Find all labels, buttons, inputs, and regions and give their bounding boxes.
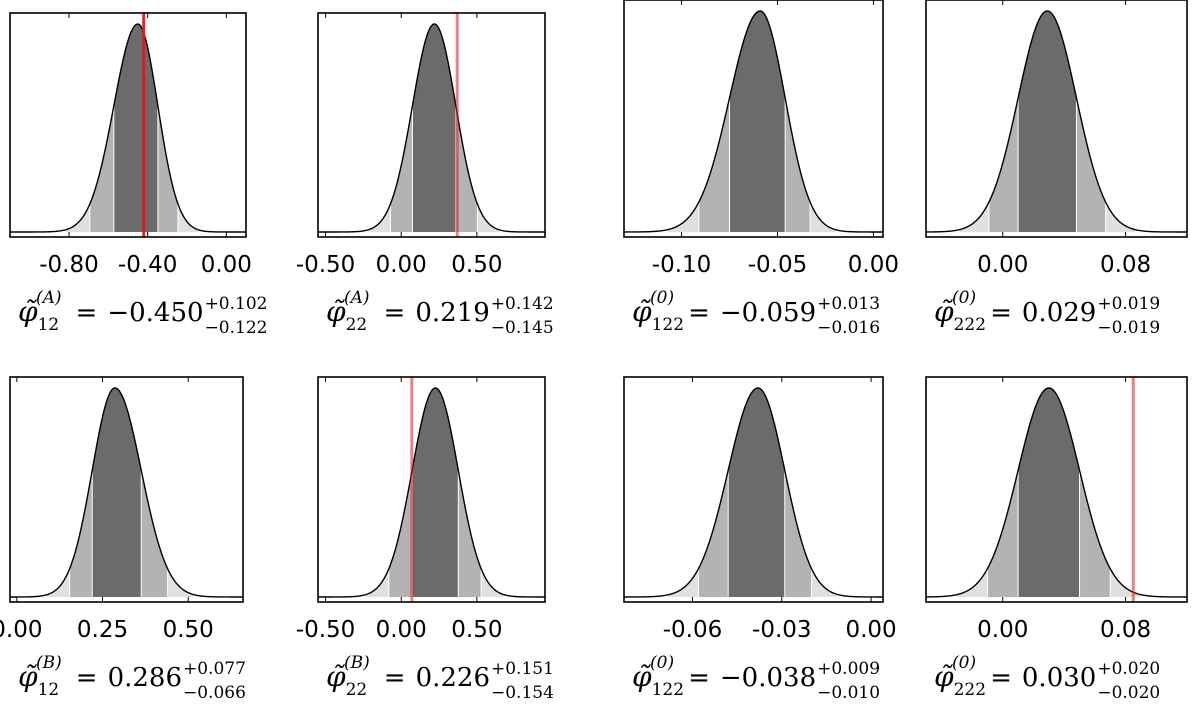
tick-label: 0.00 — [845, 617, 896, 643]
err-minus: −0.145 — [491, 318, 554, 338]
err-plus: +0.151 — [491, 659, 554, 679]
tick-label: -0.05 — [748, 252, 808, 278]
tick-label: 0.00 — [376, 617, 427, 643]
err-plus: +0.102 — [205, 294, 268, 314]
tick-label: 0.50 — [163, 617, 214, 643]
band-1sigma — [728, 388, 785, 597]
plot-frame — [925, 376, 1188, 603]
band-1sigma — [113, 24, 158, 232]
panel-phi122b: -0.06 -0.03 0.00 φ̃122(0) = −0.038 +0.009 −0.01… — [623, 376, 897, 703]
estimate-label: φ̃222(0) = 0.030 — [934, 653, 1096, 700]
err-plus: +0.019 — [1097, 294, 1160, 314]
plot-frame — [925, 0, 1188, 238]
plot-frame — [317, 12, 546, 238]
err-plus: +0.013 — [817, 294, 880, 314]
estimate-label: φ̃22(B) = 0.226 — [326, 653, 490, 700]
tick-label: 0.25 — [77, 617, 128, 643]
plot-frame — [9, 376, 244, 603]
tick-label: 0.00 — [0, 617, 42, 643]
panel-phi222b: 0.00 0.08φ̃222(0) = 0.030 +0.020 −0.020 — [925, 376, 1188, 703]
err-plus: +0.142 — [491, 294, 554, 314]
panel-phi22B: -0.50 0.00 0.50 φ̃22(B) = 0.226 +0.151 −0.154 — [296, 376, 554, 703]
tick-label: -0.80 — [39, 252, 99, 278]
posterior-curve — [318, 387, 545, 598]
err-plus: +0.077 — [183, 659, 246, 679]
estimate-label: φ̃12(A) = −0.450 — [18, 288, 204, 335]
tick-label: 0.00 — [201, 252, 252, 278]
tick-label: -0.40 — [118, 252, 178, 278]
posterior-curve — [624, 10, 883, 233]
tick-label: 0.00 — [977, 617, 1028, 643]
err-minus: −0.019 — [1097, 318, 1160, 338]
plot-frame — [317, 376, 546, 603]
posterior-curve — [926, 10, 1187, 233]
panel-phi122a: -0.10 -0.05 0.00 φ̃122(0) = −0.059 +0.013 −0.01… — [623, 0, 899, 338]
tick-label: 0.00 — [848, 252, 899, 278]
posterior-curve — [10, 387, 243, 598]
tick-label: -0.50 — [296, 252, 356, 278]
plot-frame — [9, 12, 247, 238]
tick-label: 0.50 — [451, 617, 502, 643]
plot-frame — [623, 376, 884, 603]
band-1sigma — [1018, 11, 1077, 232]
tick-label: -0.06 — [663, 617, 723, 643]
estimate-label: φ̃222(0) = 0.029 — [934, 288, 1096, 335]
band-1sigma — [1018, 388, 1080, 597]
band-1sigma — [412, 388, 459, 597]
band-1sigma — [412, 24, 456, 232]
posterior-curve — [318, 23, 545, 233]
band-1sigma — [729, 11, 786, 232]
err-plus: +0.020 — [1097, 659, 1160, 679]
estimate-label: φ̃122(0) = −0.038 — [632, 653, 816, 700]
tick-label: 0.08 — [1100, 617, 1151, 643]
estimate-label: φ̃122(0) = −0.059 — [632, 288, 816, 335]
err-minus: −0.010 — [817, 683, 880, 703]
tick-label: -0.50 — [296, 617, 356, 643]
tick-label: -0.10 — [652, 252, 712, 278]
err-minus: −0.122 — [205, 318, 268, 338]
tick-label: -0.03 — [752, 617, 812, 643]
band-1sigma — [92, 388, 142, 597]
tick-label: 0.08 — [1100, 252, 1151, 278]
err-minus: −0.154 — [491, 683, 554, 703]
posterior-curve — [926, 387, 1187, 598]
err-plus: +0.009 — [817, 659, 880, 679]
posterior-curve — [624, 387, 883, 598]
err-minus: −0.016 — [817, 318, 880, 338]
err-minus: −0.066 — [183, 683, 246, 703]
panel-phi22A: -0.50 0.00 0.50 φ̃22(A) = 0.219 +0.142 −0.145 — [296, 12, 554, 338]
panel-phi12B: 0.00 0.25 0.50 φ̃12(B)=0.286+0.077 −0.066 — [0, 376, 246, 703]
panel-phi12A: -0.80 -0.40 0.00 φ̃12(A) = −0.450 +0.102 −0.122 — [9, 12, 268, 338]
err-minus: −0.020 — [1097, 683, 1160, 703]
tick-label: 0.00 — [376, 252, 427, 278]
panel-phi222a: 0.00 0.08φ̃222(0) = 0.029 +0.019 −0.019 — [925, 0, 1188, 338]
estimate-label: φ̃22(A) = 0.219 — [326, 288, 490, 335]
tick-label: 0.50 — [451, 252, 502, 278]
plot-frame — [623, 0, 884, 238]
posterior-curve — [10, 23, 246, 233]
estimate-label: φ̃12(B) = 0.286 — [18, 653, 182, 700]
tick-label: 0.00 — [977, 252, 1028, 278]
